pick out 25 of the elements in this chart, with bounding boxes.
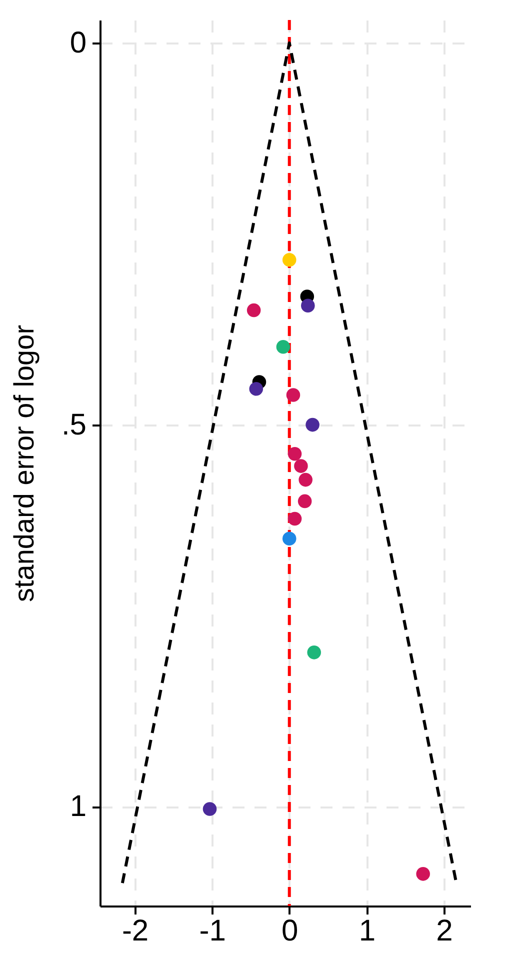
point	[276, 340, 290, 354]
point	[298, 472, 312, 487]
y-tick-label: .5	[61, 408, 86, 442]
point	[288, 446, 302, 461]
y-tick-label: 0	[70, 26, 86, 60]
x-tick-label: 2	[436, 914, 453, 948]
point	[298, 494, 312, 508]
point	[286, 388, 300, 402]
point	[282, 532, 296, 546]
point	[249, 382, 264, 396]
point	[288, 512, 302, 526]
point	[307, 646, 321, 660]
x-tick-label: -2	[122, 914, 149, 948]
point	[294, 459, 308, 473]
y-axis-title: standard error of logor	[8, 324, 40, 602]
point	[246, 303, 261, 318]
point	[282, 252, 296, 267]
x-tick-label: 1	[358, 914, 376, 948]
x-tick-label: 0	[282, 914, 298, 948]
point	[306, 418, 320, 432]
point	[301, 298, 315, 313]
y-tick-label: 1	[70, 790, 86, 824]
point	[416, 867, 430, 881]
point	[202, 802, 217, 816]
x-tick-label: -1	[199, 914, 226, 948]
